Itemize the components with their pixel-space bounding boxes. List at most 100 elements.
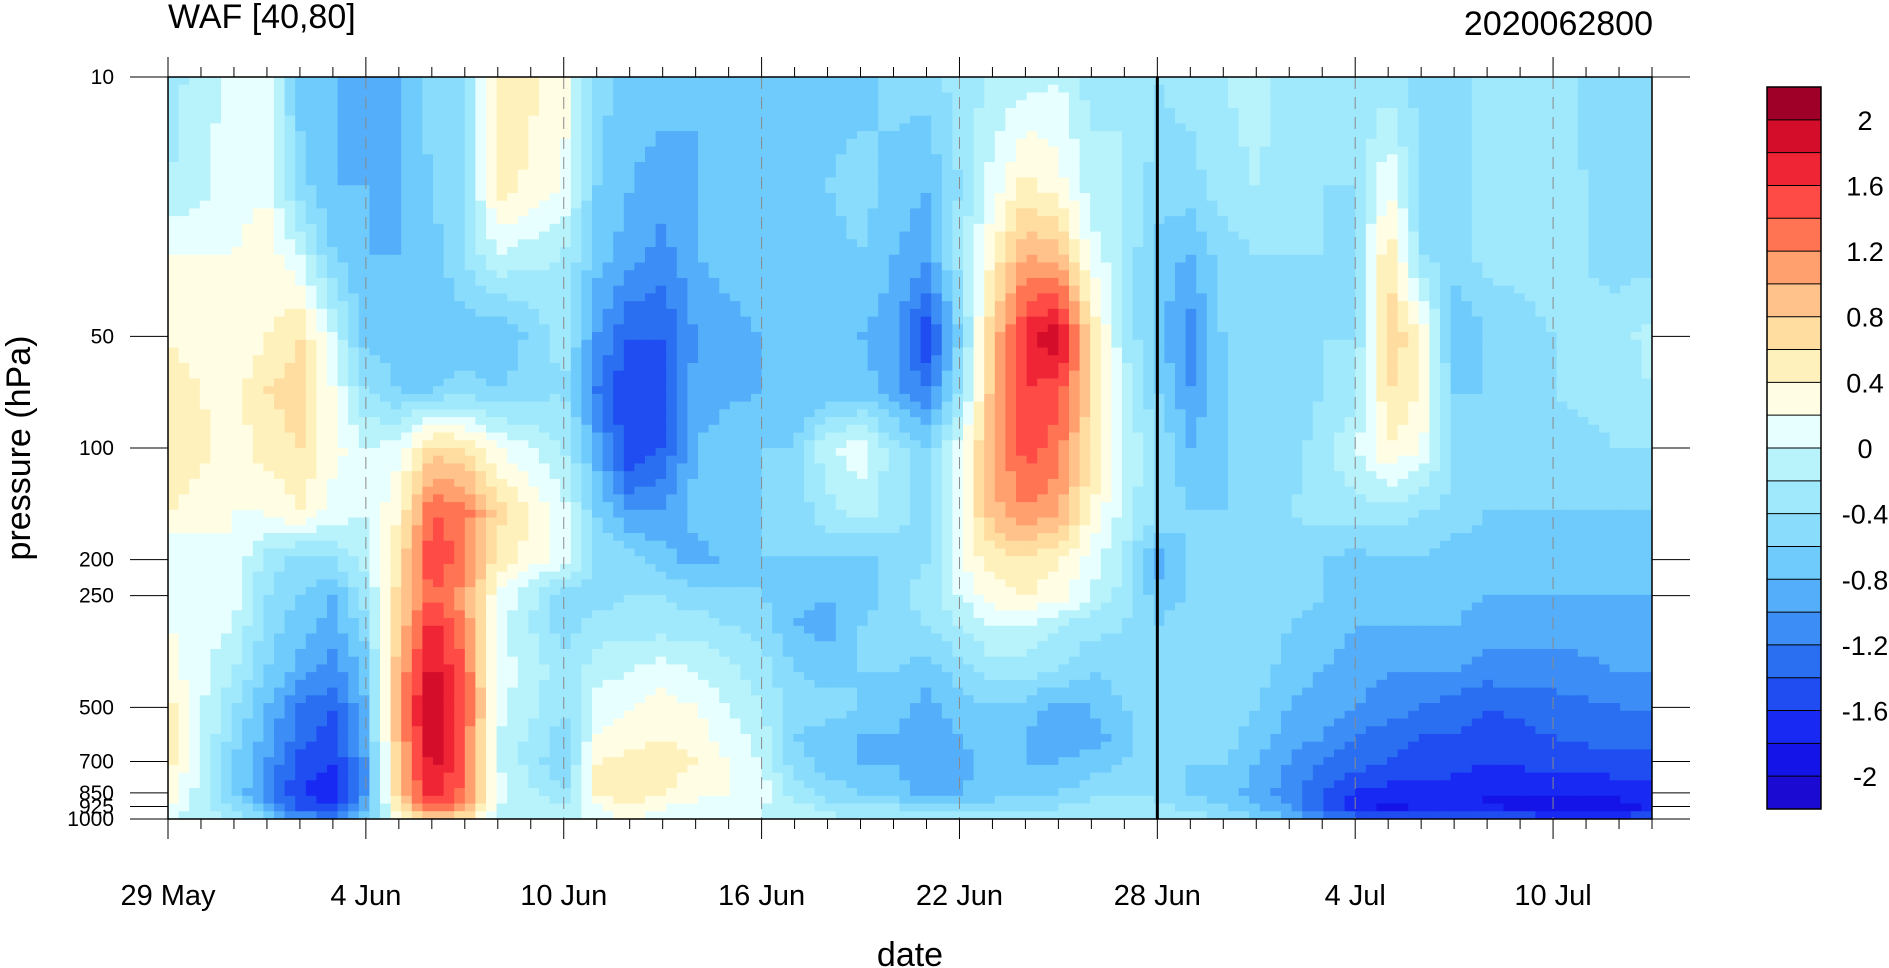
heatmap-cell — [1143, 185, 1155, 194]
heatmap-cell — [751, 185, 763, 194]
heatmap-cell — [1143, 324, 1155, 333]
heatmap-cell — [443, 162, 455, 171]
heatmap-cell — [507, 92, 519, 101]
heatmap-cell — [994, 316, 1006, 325]
heatmap-cell — [1217, 223, 1229, 233]
heatmap-cell — [1259, 301, 1271, 310]
heatmap-cell — [1387, 162, 1399, 171]
heatmap-cell — [1365, 223, 1377, 233]
heatmap-cell — [1376, 285, 1388, 295]
heatmap-cell — [1122, 277, 1134, 287]
heatmap-cell — [729, 123, 741, 132]
heatmap-cell — [454, 77, 466, 86]
heatmap-cell — [1005, 154, 1017, 163]
heatmap-cell — [305, 107, 317, 117]
heatmap-cell — [348, 162, 360, 171]
heatmap-cell — [1217, 239, 1229, 248]
heatmap-cell — [210, 223, 222, 233]
heatmap-cell — [507, 107, 519, 117]
heatmap-cell — [496, 77, 508, 86]
heatmap-cell — [1535, 208, 1547, 217]
heatmap-cell — [199, 208, 211, 217]
heatmap-cell — [327, 138, 339, 148]
heatmap-cell — [1259, 332, 1271, 341]
heatmap-cell — [411, 285, 423, 295]
heatmap-cell — [793, 347, 805, 356]
heatmap-cell — [178, 285, 190, 295]
heatmap-cell — [1588, 162, 1600, 171]
heatmap-cell — [857, 270, 869, 279]
heatmap-cell — [814, 347, 826, 356]
heatmap-cell — [878, 293, 890, 302]
heatmap-cell — [539, 324, 551, 333]
heatmap-cell — [358, 316, 370, 325]
heatmap-cell — [316, 107, 328, 117]
heatmap-cell — [1153, 107, 1165, 117]
heatmap-cell — [1238, 316, 1250, 325]
heatmap-cell — [1153, 316, 1165, 325]
heatmap-cell — [433, 262, 445, 271]
heatmap-cell — [761, 332, 773, 341]
heatmap-cell — [231, 138, 243, 148]
heatmap-cell — [782, 293, 794, 302]
heatmap-cell — [592, 77, 604, 86]
heatmap-cell — [284, 200, 296, 209]
heatmap-cell — [1281, 162, 1293, 171]
heatmap-cell — [941, 177, 953, 186]
heatmap-cell — [729, 169, 741, 179]
heatmap-cell — [1238, 200, 1250, 209]
heatmap-cell — [719, 239, 731, 248]
heatmap-cell — [952, 247, 964, 256]
heatmap-cell — [443, 92, 455, 101]
heatmap-cell — [1461, 162, 1473, 171]
heatmap-cell — [1005, 293, 1017, 302]
heatmap-cell — [231, 77, 243, 86]
heatmap-cell — [517, 223, 529, 233]
heatmap-cell — [740, 146, 752, 155]
heatmap-cell — [899, 316, 911, 325]
heatmap-cell — [1111, 208, 1123, 217]
heatmap-cell — [1471, 185, 1483, 194]
heatmap-cell — [729, 339, 741, 349]
heatmap-cell — [252, 146, 264, 155]
heatmap-cell — [433, 347, 445, 356]
heatmap-cell — [348, 208, 360, 217]
heatmap-cell — [1196, 223, 1208, 233]
heatmap-cell — [1408, 138, 1420, 148]
heatmap-cell — [920, 169, 932, 179]
heatmap-cell — [1069, 316, 1081, 325]
heatmap-cell — [1047, 316, 1059, 325]
heatmap-cell — [454, 247, 466, 256]
heatmap-cell — [1291, 185, 1303, 194]
heatmap-cell — [1312, 162, 1324, 171]
heatmap-cell — [1175, 123, 1187, 132]
heatmap-cell — [199, 316, 211, 325]
heatmap-cell — [581, 324, 593, 333]
heatmap-cell — [676, 293, 688, 302]
heatmap-cell — [1281, 231, 1293, 240]
heatmap-cell — [1471, 332, 1483, 341]
heatmap-cell — [1058, 231, 1070, 240]
heatmap-cell — [168, 339, 180, 349]
heatmap-cell — [1228, 277, 1240, 287]
heatmap-cell — [380, 92, 392, 101]
heatmap-cell — [814, 192, 826, 202]
heatmap-cell — [931, 84, 943, 94]
heatmap-cell — [316, 138, 328, 148]
heatmap-cell — [1132, 177, 1144, 186]
heatmap-cell — [846, 254, 858, 264]
heatmap-cell — [761, 231, 773, 240]
heatmap-cell — [793, 324, 805, 333]
heatmap-cell — [1079, 107, 1091, 117]
heatmap-cell — [327, 277, 339, 287]
heatmap-cell — [570, 154, 582, 163]
heatmap-cell — [761, 92, 773, 101]
heatmap-cell — [645, 285, 657, 295]
heatmap-cell — [719, 162, 731, 171]
heatmap-cell — [581, 138, 593, 148]
heatmap-cell — [592, 107, 604, 117]
heatmap-cell — [475, 262, 487, 271]
heatmap-cell — [1609, 262, 1621, 271]
heatmap-cell — [1429, 324, 1441, 333]
heatmap-cell — [846, 200, 858, 209]
